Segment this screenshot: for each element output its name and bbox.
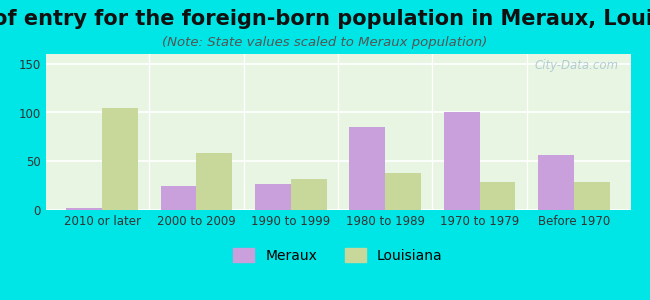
Text: City-Data.com: City-Data.com [535, 59, 619, 72]
Bar [349, 127, 385, 210]
Text: (Note: State values scaled to Meraux population): (Note: State values scaled to Meraux pop… [162, 36, 488, 49]
Bar [385, 173, 421, 210]
Bar [538, 155, 574, 210]
Legend: Meraux, Louisiana: Meraux, Louisiana [228, 243, 448, 268]
Bar [480, 182, 515, 210]
Bar [255, 184, 291, 210]
Bar [291, 179, 327, 210]
Bar [66, 208, 102, 210]
Bar [102, 108, 138, 210]
Bar [444, 112, 480, 210]
Bar [574, 182, 610, 210]
Bar [161, 186, 196, 210]
Text: Year of entry for the foreign-born population in Meraux, Louisiana: Year of entry for the foreign-born popul… [0, 9, 650, 29]
Bar [196, 154, 232, 210]
